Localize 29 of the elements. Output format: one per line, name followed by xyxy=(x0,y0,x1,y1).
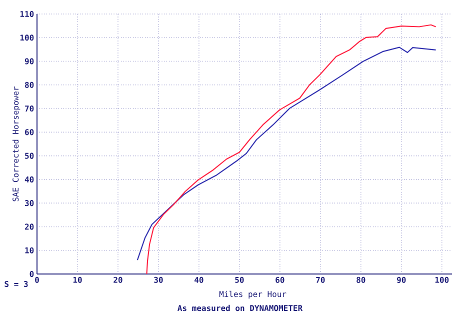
x-tick-label: 100 xyxy=(435,276,449,283)
x-tick-label: 20 xyxy=(114,276,122,283)
y-axis-title: SAE Corrected Horsepower xyxy=(12,86,20,202)
line-series xyxy=(146,24,436,275)
y-tick-label: 80 xyxy=(25,82,34,88)
y-tick-label: 10 xyxy=(25,247,34,254)
x-axis-title: Miles per Hour xyxy=(219,290,286,299)
y-tick-label: 30 xyxy=(24,200,34,206)
x-tick-label: 70 xyxy=(316,276,325,283)
x-tick-label: 10 xyxy=(73,276,82,283)
x-tick-label: 80 xyxy=(356,276,366,283)
y-tick-label: 70 xyxy=(25,106,34,112)
y-tick-label: 110 xyxy=(20,10,34,18)
y-tick-label: 60 xyxy=(25,129,34,136)
x-tick-label: 40 xyxy=(194,276,204,283)
text: S = 3 xyxy=(4,280,28,288)
x-tick-label: 60 xyxy=(276,276,284,283)
y-tick-label: 100 xyxy=(20,34,34,41)
x-tick-label: 50 xyxy=(235,276,244,283)
y-tick-label: 0 xyxy=(30,270,34,278)
y-tick-label: 50 xyxy=(25,152,34,159)
x-tick-label: 90 xyxy=(397,276,406,283)
y-tick-label: 20 xyxy=(24,224,34,230)
text: As measured on DYNAMOMETER xyxy=(178,304,303,312)
y-tick-label: 40 xyxy=(24,176,34,182)
y-tick-label: 90 xyxy=(24,58,34,64)
x-tick-label: 30 xyxy=(154,276,163,283)
line-series xyxy=(136,46,436,261)
x-tick-label: 0 xyxy=(35,276,39,283)
